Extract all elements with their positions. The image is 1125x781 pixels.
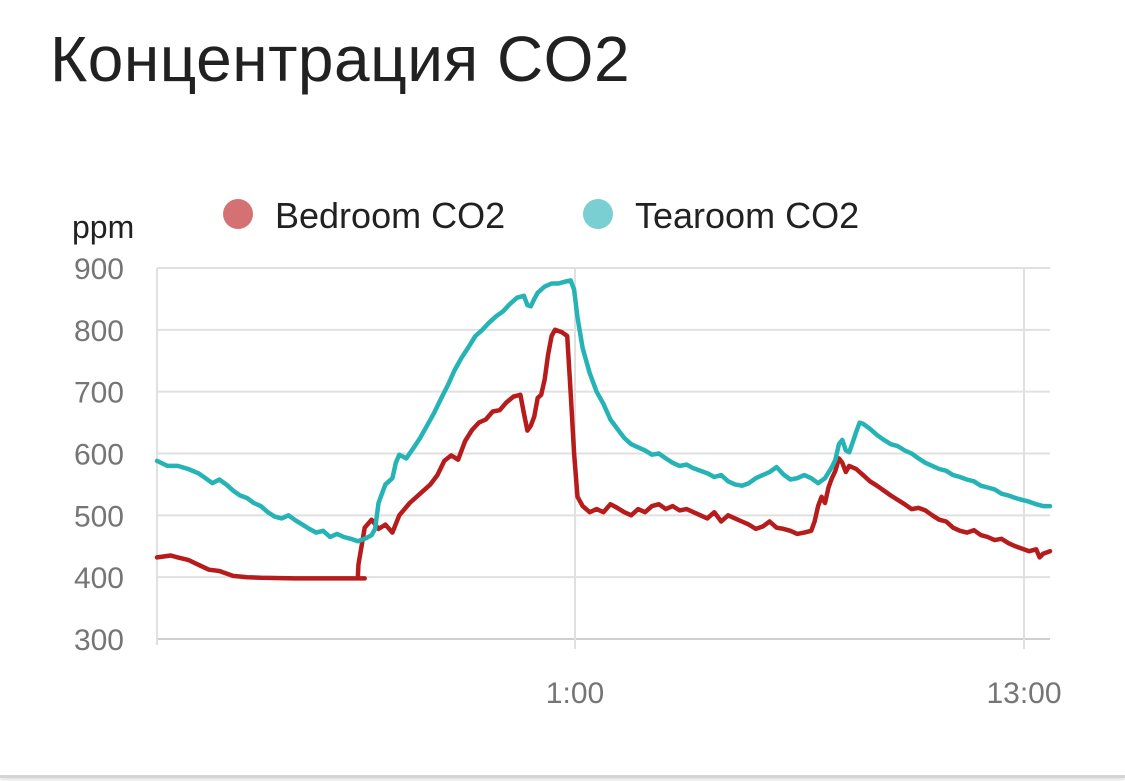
- y-tick-label: 800: [74, 315, 124, 348]
- series-line-bedroom: [154, 327, 1053, 581]
- x-tick-label: 1:00: [546, 677, 604, 710]
- legend-dot-icon: [223, 199, 253, 229]
- legend-dot-icon: [583, 199, 613, 229]
- y-axis-unit-label: ppm: [72, 209, 134, 245]
- y-tick-label: 600: [74, 439, 124, 472]
- chart-legend[interactable]: Bedroom CO2 Tearoom CO2: [223, 195, 859, 236]
- legend-item-tearoom[interactable]: Tearoom CO2: [583, 195, 859, 236]
- y-tick-label: 900: [74, 253, 124, 286]
- card-title: Концентрация CO2: [50, 23, 631, 95]
- chart-grid: [156, 267, 1050, 649]
- y-tick-label: 700: [74, 377, 124, 410]
- chart-series: [154, 278, 1053, 581]
- legend-item-bedroom[interactable]: Bedroom CO2: [223, 195, 505, 236]
- series-line-tearoom: [154, 278, 1053, 544]
- y-axis-ticks: 900 800 700 600 500 400 300: [74, 253, 124, 657]
- y-tick-label: 500: [74, 500, 124, 533]
- x-tick-label: 13:00: [986, 677, 1061, 710]
- y-tick-label: 400: [74, 562, 124, 595]
- legend-label: Tearoom CO2: [635, 195, 859, 236]
- y-tick-label: 300: [74, 624, 124, 657]
- x-axis-ticks: 1:00 13:00: [546, 677, 1062, 710]
- legend-label: Bedroom CO2: [275, 195, 505, 236]
